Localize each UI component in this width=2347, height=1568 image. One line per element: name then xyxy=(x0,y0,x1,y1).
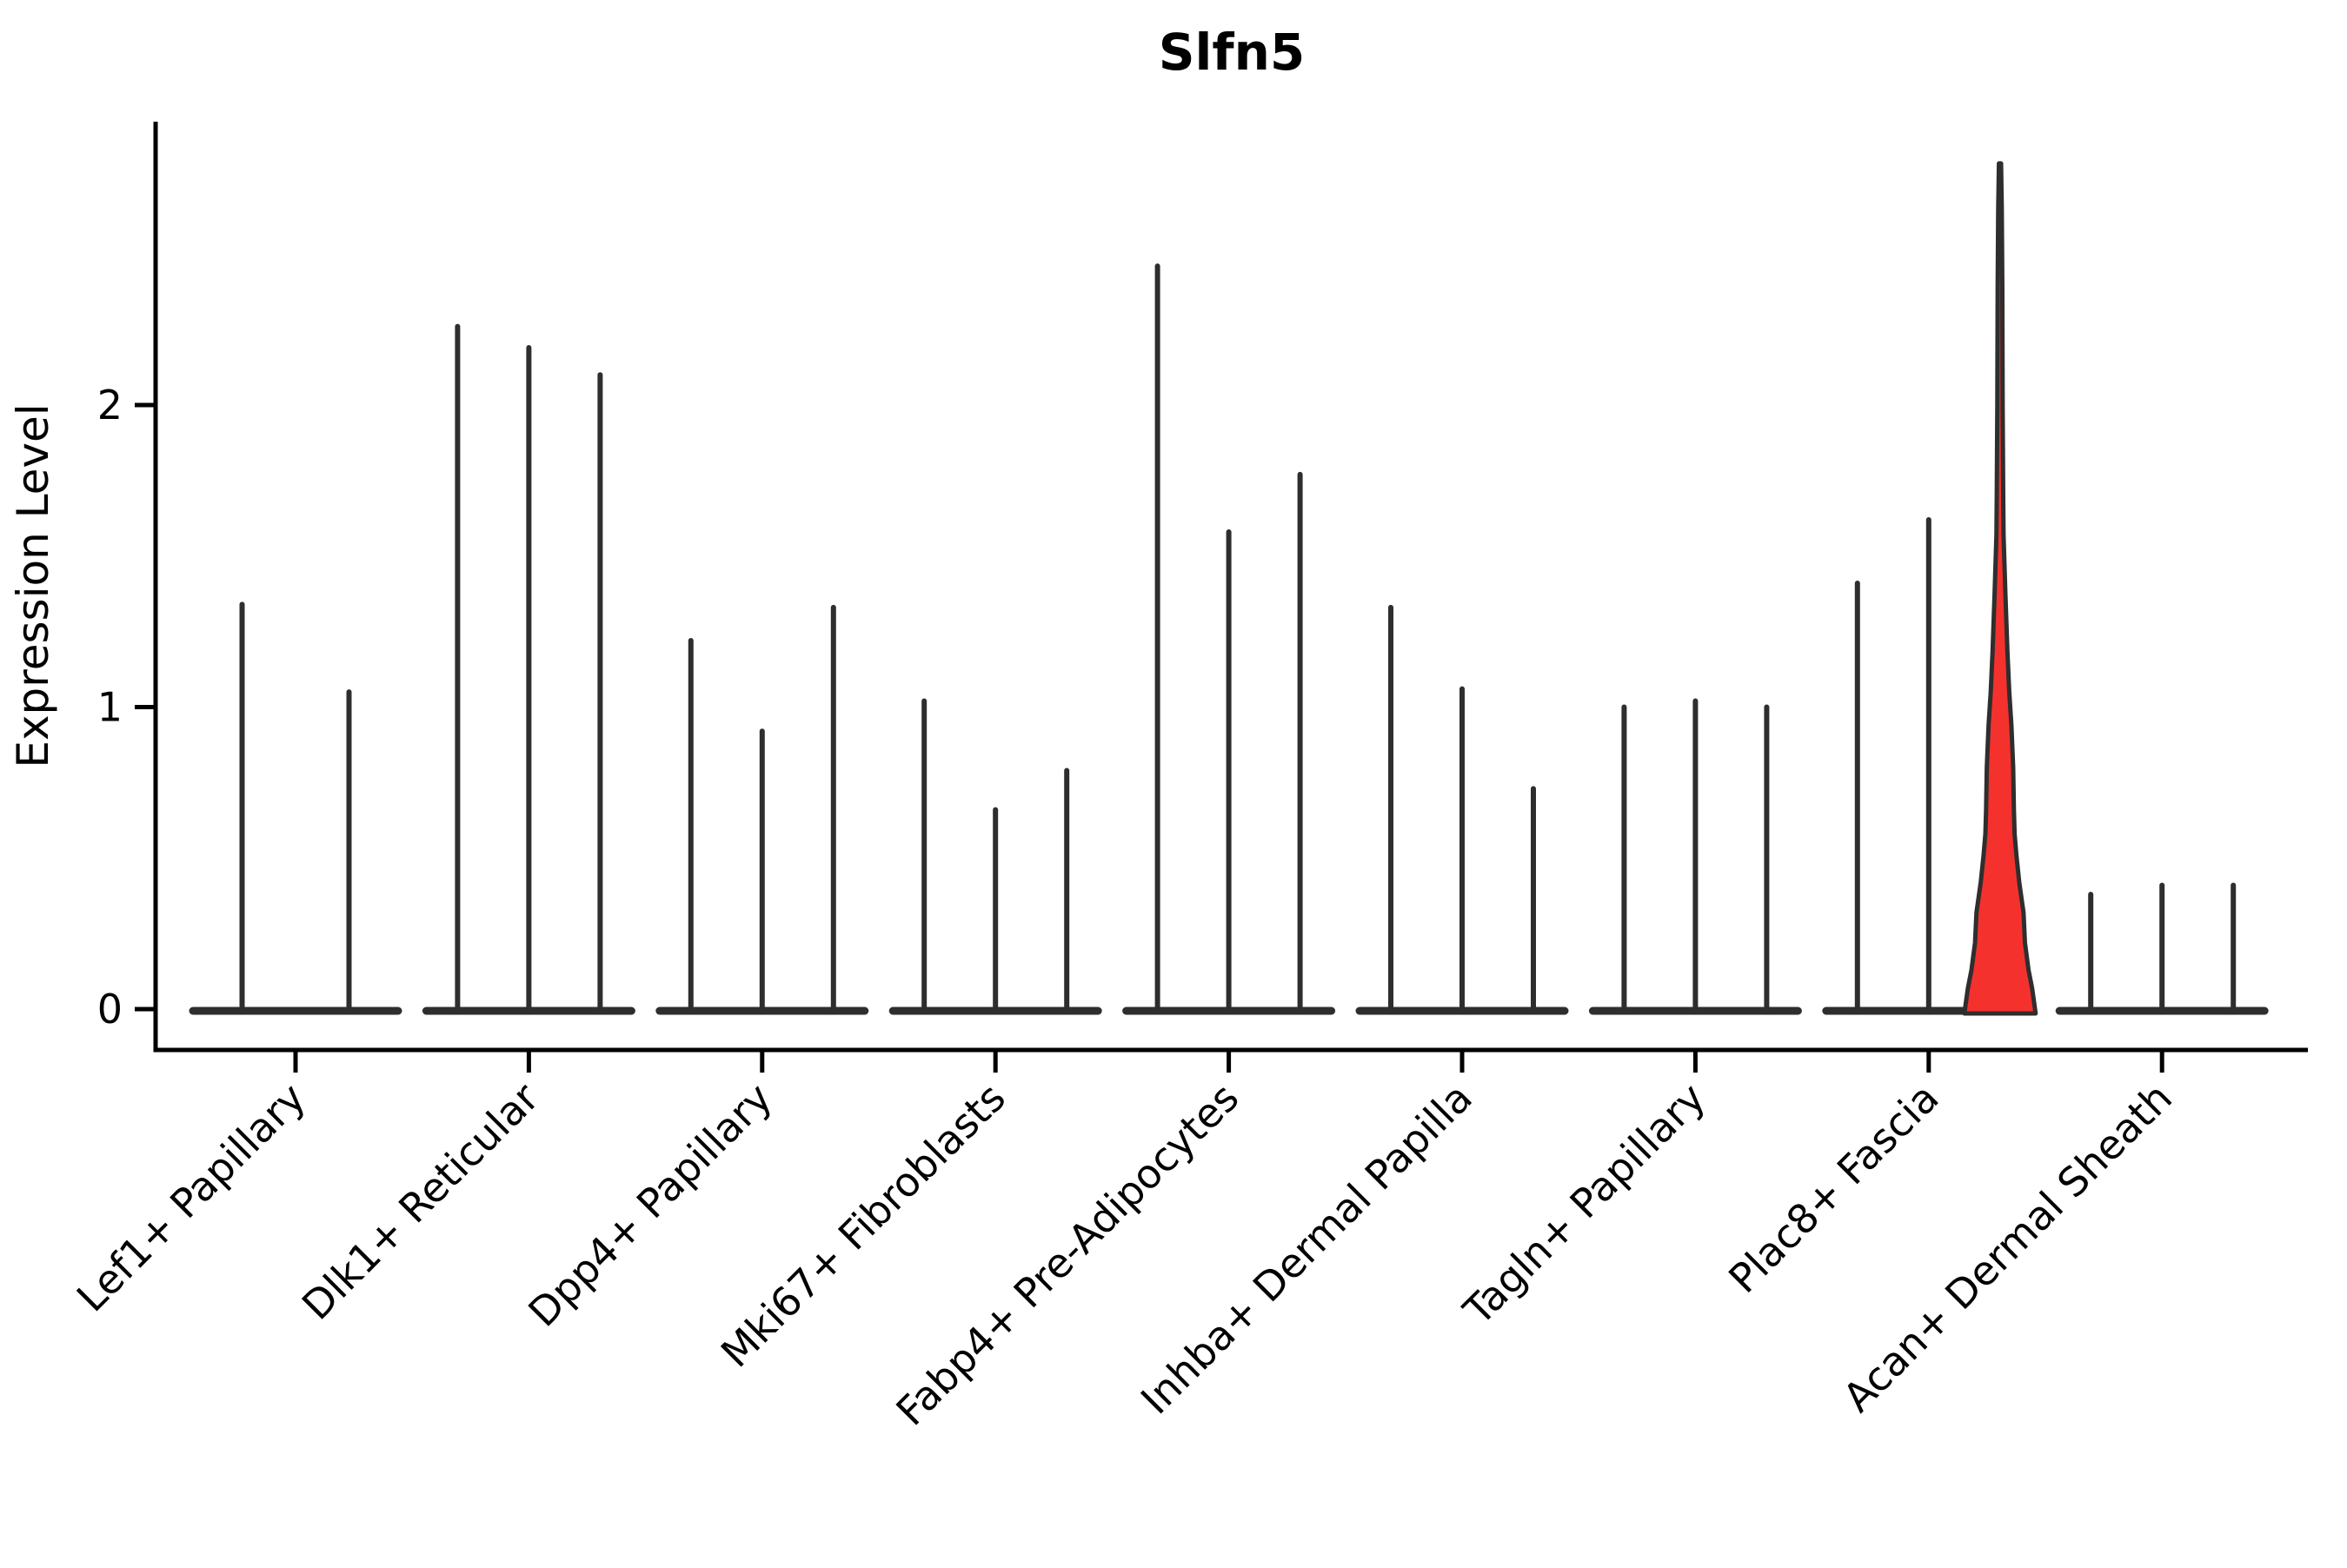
x-tick-label: Plac8+ Fascia xyxy=(1719,1074,1947,1302)
chart-title: Slfn5 xyxy=(1159,23,1306,82)
violin-body-highlight xyxy=(1962,161,2038,1016)
y-axis-label: Expression Level xyxy=(8,403,58,767)
x-tick-label: Tagln+ Papillary xyxy=(1454,1074,1715,1335)
y-tick-label: 0 xyxy=(97,986,123,1033)
x-tick-label: Dpp4+ Papillary xyxy=(519,1074,781,1336)
x-tick-label: Dlk1+ Reticular xyxy=(293,1074,548,1329)
x-tick-label: Lef1+ Papillary xyxy=(68,1074,315,1321)
y-tick-label: 1 xyxy=(97,684,123,731)
y-tick-label: 2 xyxy=(97,382,123,429)
